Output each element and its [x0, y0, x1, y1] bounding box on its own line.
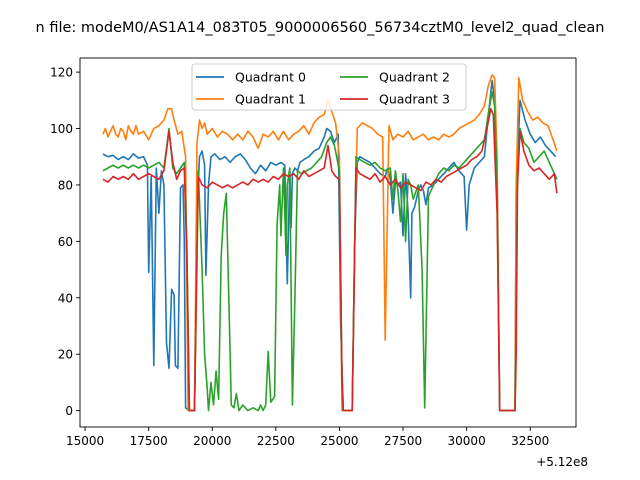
y-tick-label: 20 — [58, 348, 73, 362]
legend-label-quadrant-1: Quadrant 1 — [235, 92, 306, 107]
series-line-quadrant-0 — [102, 79, 557, 412]
x-tick-label: 20000 — [193, 434, 231, 448]
x-tick-label: 27500 — [384, 434, 422, 448]
series-line-quadrant-2 — [102, 91, 558, 412]
x-tick-label: 22500 — [257, 434, 295, 448]
y-tick-label: 60 — [58, 235, 73, 249]
x-axis: 15000 17500 20000 22500 25000 27500 30000 32500 — [66, 427, 549, 448]
legend-label-quadrant-3: Quadrant 3 — [379, 92, 450, 107]
y-tick-label: 80 — [58, 178, 73, 192]
x-tick-label: 15000 — [66, 434, 104, 448]
y-tick-label: 40 — [58, 291, 73, 305]
x-tick-label: 30000 — [448, 434, 486, 448]
x-tick-label: 32500 — [511, 434, 549, 448]
legend: Quadrant 0 Quadrant 1 Quadrant 2 Quadrant 3 — [191, 63, 467, 111]
axes-frame — [79, 57, 577, 428]
legend-box — [191, 63, 467, 111]
series-line-quadrant-1 — [102, 74, 558, 412]
y-tick-label: 0 — [65, 404, 73, 418]
chart-title: n file: modeM0/AS1A14_083T05_9000006560_… — [36, 20, 605, 36]
legend-label-quadrant-0: Quadrant 0 — [235, 70, 306, 85]
x-tick-label: 17500 — [130, 434, 168, 448]
y-axis: 0 20 40 60 80 100 120 — [50, 66, 80, 418]
y-tick-label: 120 — [50, 66, 73, 80]
x-tick-label: 25000 — [320, 434, 358, 448]
plot-area — [79, 57, 577, 428]
series-line-quadrant-3 — [102, 108, 558, 412]
x-offset-label: +5.12e8 — [536, 455, 588, 469]
y-tick-label: 100 — [50, 122, 73, 136]
legend-label-quadrant-2: Quadrant 2 — [379, 70, 450, 85]
